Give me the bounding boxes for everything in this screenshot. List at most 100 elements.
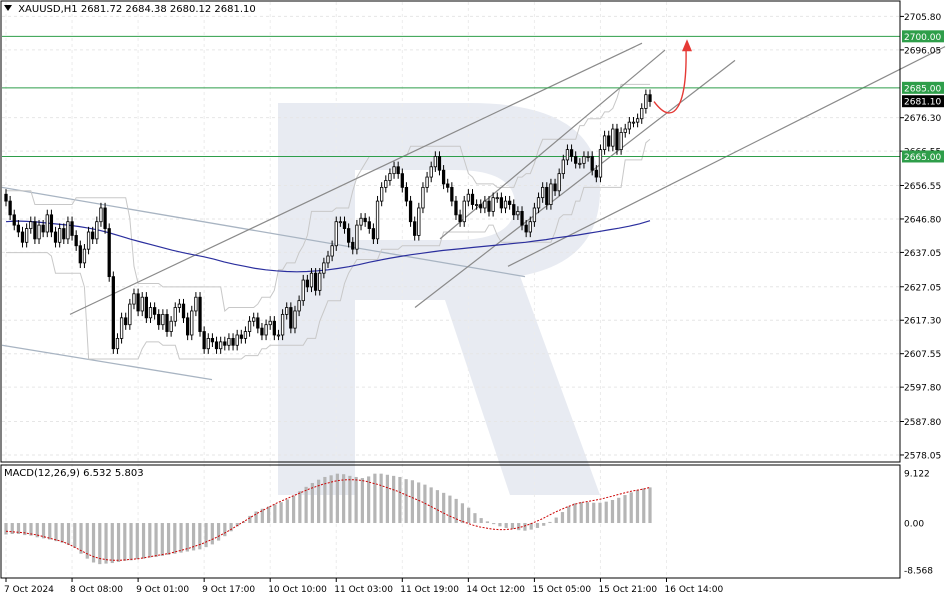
candle-body	[396, 166, 400, 175]
candle-body	[8, 200, 12, 216]
macd-bar	[66, 523, 71, 545]
candle-body	[190, 310, 194, 336]
time-tick-label: 9 Oct 17:00	[202, 585, 255, 595]
macd-bar	[79, 523, 83, 554]
macd-bar	[248, 515, 252, 524]
candle-body	[119, 317, 124, 339]
candle-body	[25, 228, 29, 243]
current-price-text: 2681.10	[904, 98, 941, 108]
macd-tick-label: 0.00	[904, 520, 924, 530]
candle-body	[392, 166, 396, 175]
candle-body	[152, 307, 157, 315]
macd-bar	[567, 506, 571, 524]
candle-body	[49, 214, 54, 233]
chart-frame	[0, 0, 901, 579]
macd-bar	[204, 523, 208, 548]
macd-bar	[48, 523, 52, 540]
candle-body	[293, 310, 297, 329]
macd-bar	[198, 523, 202, 550]
macd-bar	[435, 490, 440, 524]
macd-bar	[398, 476, 402, 524]
macd-bar	[579, 502, 583, 524]
candle-body	[16, 224, 21, 233]
candle-body	[177, 303, 182, 308]
candle-body	[186, 317, 190, 336]
macd-bar	[166, 523, 171, 555]
candle-body	[404, 186, 409, 202]
macd-bar	[54, 523, 58, 542]
candle-body	[594, 169, 598, 178]
candle-body	[602, 135, 607, 151]
candle-body	[429, 166, 433, 178]
macd-tick-label: 9.122	[904, 470, 930, 480]
price-tick-label: 2587.80	[904, 418, 941, 428]
forecast-arrowhead	[682, 39, 692, 52]
candle-body	[466, 193, 470, 202]
candle-body	[206, 338, 210, 350]
candle-body	[437, 156, 442, 171]
candle-body	[33, 221, 37, 240]
candle-body	[157, 313, 161, 326]
candle-body	[598, 149, 603, 178]
macd-bar	[154, 523, 158, 558]
macd-bar	[216, 523, 221, 541]
candle-body	[66, 221, 70, 240]
level-label-text: 2700.00	[904, 33, 941, 43]
candle-body	[487, 200, 491, 212]
candle-body	[334, 221, 338, 247]
price-tick-label: 2646.80	[904, 215, 941, 225]
candle-body	[318, 272, 322, 291]
candle-body	[99, 207, 103, 223]
candle-body	[631, 121, 636, 124]
macd-tick-label: -8.568	[904, 567, 933, 577]
candle-body	[413, 221, 417, 236]
candle-body	[351, 241, 355, 250]
candle-body	[231, 338, 235, 346]
candle-body	[227, 338, 231, 346]
candle-body	[280, 313, 285, 336]
level-label-text: 2665.00	[904, 153, 941, 163]
candle-body	[194, 296, 198, 312]
macd-bar	[592, 502, 596, 524]
moving-average-line	[5, 220, 651, 273]
macd-bar	[504, 523, 508, 528]
macd-bar	[535, 523, 540, 528]
candle-body	[272, 320, 276, 336]
candle-body	[454, 200, 458, 216]
macd-bar	[473, 513, 477, 524]
macd-bar	[323, 476, 327, 524]
candle-body	[107, 228, 111, 278]
candle-body	[140, 296, 144, 312]
macd-bar	[454, 498, 458, 524]
macd-bar	[210, 523, 214, 545]
candle-body	[305, 279, 309, 288]
dropdown-icon[interactable]	[4, 5, 12, 11]
macd-bar	[610, 499, 615, 524]
macd-bar	[279, 502, 283, 524]
candle-body	[574, 156, 578, 164]
macd-bar	[467, 507, 471, 524]
macd-bar	[104, 523, 108, 564]
channel-main-upper	[69, 42, 643, 315]
candle-body	[446, 183, 450, 188]
macd-bar	[585, 502, 590, 524]
candle-body	[495, 197, 499, 200]
candle-body	[95, 221, 99, 240]
candle-body	[557, 173, 561, 192]
candle-body	[173, 307, 177, 322]
candle-body	[4, 193, 8, 202]
time-tick-label: 8 Oct 08:00	[70, 585, 123, 595]
macd-bar	[129, 523, 133, 561]
candle-body	[219, 341, 223, 350]
macd-bar	[235, 523, 239, 527]
forecast-curve	[653, 46, 687, 114]
candle-body	[247, 320, 252, 332]
price-tick-label: 2627.05	[904, 283, 941, 293]
macd-bar	[191, 523, 196, 551]
bollinger-bands	[6, 83, 651, 360]
candle-body	[384, 180, 388, 188]
candle-body	[644, 94, 648, 109]
macd-bar	[460, 503, 465, 524]
